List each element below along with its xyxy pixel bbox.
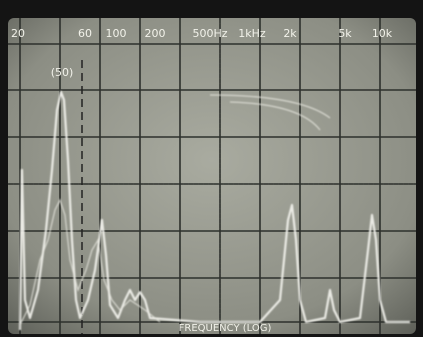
freq-label: 200 xyxy=(145,27,166,40)
frequency-labels: 20 60 100 200 500Hz 1kHz 2k 5k 10k xyxy=(11,27,393,40)
freq-label: 20 xyxy=(11,27,25,40)
freq-label: 100 xyxy=(106,27,127,40)
screen xyxy=(8,18,416,334)
graticule xyxy=(8,18,416,334)
freq-label: 60 xyxy=(78,27,92,40)
spectrum-trace xyxy=(18,90,410,331)
marker-label: (50) xyxy=(51,66,74,79)
freq-label: 5k xyxy=(338,27,352,40)
freq-label: 10k xyxy=(372,27,393,40)
freq-label: 1kHz xyxy=(238,27,266,40)
axis-label: FREQUENCY (LOG) xyxy=(179,323,272,334)
freq-label: 500Hz xyxy=(192,27,227,40)
freq-label: 2k xyxy=(283,27,297,40)
